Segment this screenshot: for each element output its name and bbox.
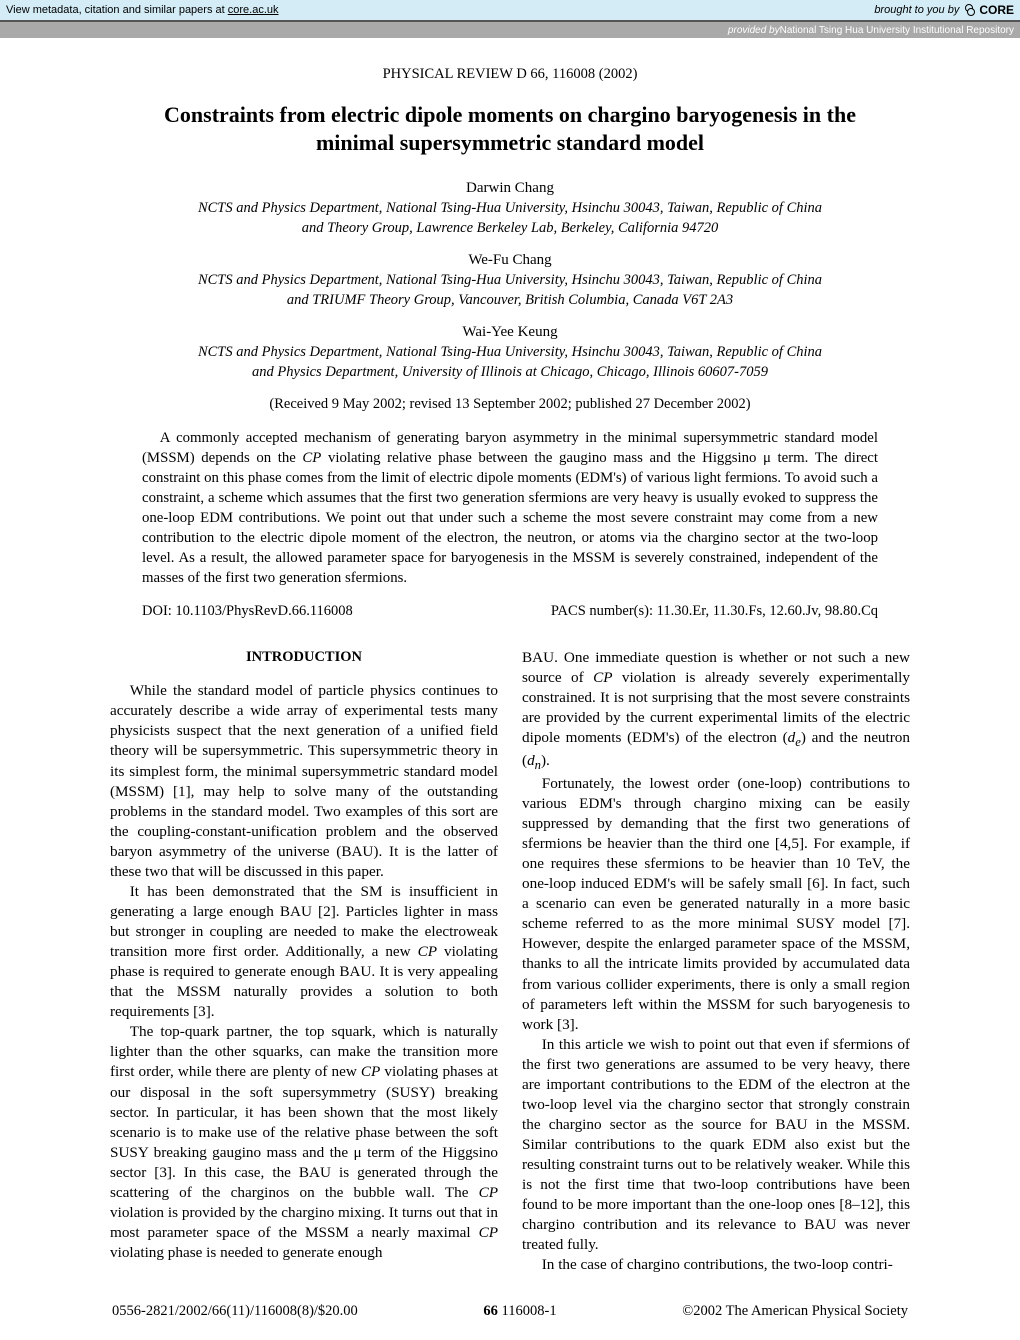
footer-volume: 66 — [483, 1303, 498, 1319]
right-column: BAU. One immediate question is whether o… — [522, 648, 910, 1275]
core-link[interactable]: core.ac.uk — [228, 4, 279, 16]
provided-repo[interactable]: National Tsing Hua University Institutio… — [780, 25, 1014, 36]
author-block-1: Darwin Chang NCTS and Physics Department… — [110, 180, 910, 238]
body-columns: INTRODUCTION While the standard model of… — [110, 648, 910, 1275]
core-banner: View metadata, citation and similar pape… — [0, 0, 1020, 22]
author-affil: and Physics Department, University of Il… — [110, 363, 910, 383]
core-brand[interactable]: CORE — [979, 3, 1014, 17]
section-heading: INTRODUCTION — [110, 648, 498, 667]
journal-header: PHYSICAL REVIEW D 66, 116008 (2002) — [110, 66, 910, 83]
core-banner-text: View metadata, citation and similar pape… — [6, 4, 228, 16]
body-paragraph: In this article we wish to point out tha… — [522, 1035, 910, 1256]
provided-bar: provided by National Tsing Hua Universit… — [0, 22, 1020, 38]
core-banner-right: brought to you by CORE — [874, 3, 1014, 17]
core-logo-icon — [963, 4, 975, 16]
body-paragraph: In the case of chargino contributions, t… — [522, 1255, 910, 1275]
page-footer: 0556-2821/2002/66(11)/116008(8)/$20.00 6… — [110, 1303, 910, 1320]
author-block-3: Wai-Yee Keung NCTS and Physics Departmen… — [110, 324, 910, 382]
body-paragraph: It has been demonstrated that the SM is … — [110, 882, 498, 1022]
footer-right: ©2002 The American Physical Society — [682, 1303, 908, 1320]
dates-line: (Received 9 May 2002; revised 13 Septemb… — [110, 396, 910, 413]
body-paragraph: BAU. One immediate question is whether o… — [522, 648, 910, 774]
author-affil: NCTS and Physics Department, National Ts… — [110, 343, 910, 363]
core-banner-left: View metadata, citation and similar pape… — [6, 4, 279, 16]
author-name: We-Fu Chang — [110, 252, 910, 269]
doi-pacs-row: DOI: 10.1103/PhysRevD.66.116008 PACS num… — [142, 603, 878, 620]
footer-page: 116008-1 — [498, 1303, 557, 1319]
author-affil: NCTS and Physics Department, National Ts… — [110, 271, 910, 291]
body-paragraph: The top-quark partner, the top squark, w… — [110, 1022, 498, 1263]
author-name: Wai-Yee Keung — [110, 324, 910, 341]
footer-center: 66 116008-1 — [483, 1303, 556, 1320]
abstract: A commonly accepted mechanism of generat… — [142, 429, 878, 589]
page-content: PHYSICAL REVIEW D 66, 116008 (2002) Cons… — [0, 38, 1020, 1340]
body-paragraph: While the standard model of particle phy… — [110, 681, 498, 882]
provided-prefix: provided by — [728, 25, 780, 36]
brought-by-text: brought to you by — [874, 4, 959, 16]
author-affil: NCTS and Physics Department, National Ts… — [110, 199, 910, 219]
author-name: Darwin Chang — [110, 180, 910, 197]
author-affil: and TRIUMF Theory Group, Vancouver, Brit… — [110, 291, 910, 311]
author-block-2: We-Fu Chang NCTS and Physics Department,… — [110, 252, 910, 310]
doi: DOI: 10.1103/PhysRevD.66.116008 — [142, 603, 353, 620]
author-affil: and Theory Group, Lawrence Berkeley Lab,… — [110, 219, 910, 239]
body-paragraph: Fortunately, the lowest order (one-loop)… — [522, 774, 910, 1035]
paper-title: Constraints from electric dipole moments… — [140, 101, 880, 156]
left-column: INTRODUCTION While the standard model of… — [110, 648, 498, 1275]
pacs: PACS number(s): 11.30.Er, 11.30.Fs, 12.6… — [551, 603, 878, 620]
footer-left: 0556-2821/2002/66(11)/116008(8)/$20.00 — [112, 1303, 358, 1320]
